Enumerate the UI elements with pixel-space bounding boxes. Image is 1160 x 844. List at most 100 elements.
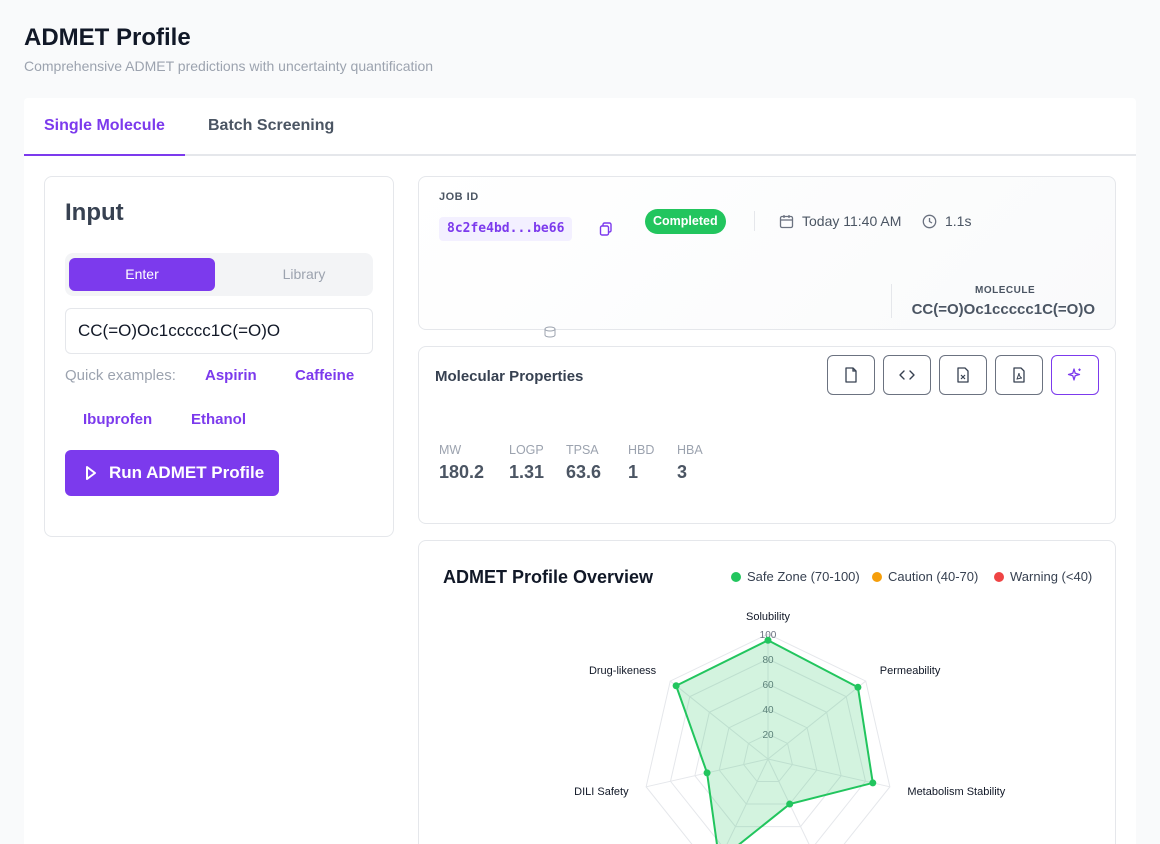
property-hbd: HBD 1 — [628, 443, 654, 483]
tab-bar: Single Molecule Batch Screening — [24, 98, 1136, 156]
run-admet-label: Run ADMET Profile — [109, 463, 265, 482]
legend-caution: Caution (40-70) — [872, 569, 978, 584]
property-label: HBA — [677, 443, 703, 457]
radar-tick-label: 80 — [762, 655, 774, 666]
legend-swatch — [872, 571, 882, 582]
job-id-label: JOB ID — [439, 191, 479, 203]
property-tpsa: TPSA 63.6 — [566, 443, 601, 483]
page-title: ADMET Profile — [24, 24, 191, 51]
legend-safe: Safe Zone (70-100) — [731, 569, 860, 584]
radar-tick-label: 40 — [762, 705, 774, 716]
admet-overview-card: ADMET Profile Overview Safe Zone (70-100… — [418, 540, 1116, 844]
radar-point — [854, 683, 862, 691]
properties-title: Molecular Properties — [435, 368, 584, 385]
property-mw: MW 180.2 — [439, 443, 484, 483]
example-ethanol-link[interactable]: Ethanol — [191, 411, 246, 428]
radar-chart: 20 40 60 80 100 Solubility Permeability Metabol… — [574, 611, 1006, 844]
radar-spoke — [669, 680, 769, 760]
radar-grid-ring — [669, 658, 867, 844]
legend-swatch — [994, 571, 1004, 582]
molecule-label: MOLECULE — [975, 285, 1036, 296]
tab-single-molecule[interactable]: Single Molecule — [24, 98, 185, 156]
example-ibuprofen-link[interactable]: Ibuprofen — [83, 411, 153, 428]
radar-axis-label: DILI Safety — [574, 786, 629, 798]
radar-spoke — [767, 758, 810, 844]
radar-point — [786, 800, 794, 808]
example-aspirin-link[interactable]: Aspirin — [205, 367, 257, 384]
radar-axis-label: Solubility — [746, 611, 791, 623]
radar-point — [869, 779, 877, 787]
radar-tick-label: 100 — [760, 630, 777, 641]
copy-icon[interactable] — [599, 222, 613, 236]
radar-point — [672, 682, 680, 690]
input-mode-toggle: Enter Library — [65, 253, 373, 296]
property-value: 3 — [677, 462, 688, 482]
legend-swatch — [731, 571, 741, 582]
job-date-text: Today 11:40 AM — [802, 213, 902, 229]
job-duration: 1.1s — [922, 213, 971, 229]
property-value: 1.31 — [509, 462, 545, 482]
pdf-icon — [1013, 367, 1025, 383]
radar-grid-ring — [718, 708, 818, 805]
property-value: 1 — [628, 462, 639, 482]
file-icon — [845, 367, 857, 383]
property-logp: LOGP 1.31 — [509, 443, 544, 483]
radar-spoke — [726, 758, 769, 844]
radar-grid-ring — [694, 683, 842, 828]
export-code-button[interactable] — [883, 355, 931, 395]
molecule-value: CC(=O)Oc1ccccc1C(=O)O — [911, 301, 1095, 318]
radar-spoke — [767, 680, 867, 760]
legend-label: Caution (40-70) — [888, 569, 979, 584]
clock-icon — [922, 214, 937, 228]
smiles-input[interactable] — [65, 308, 373, 354]
radar-point — [703, 769, 711, 777]
input-panel: Input Enter Library Quick examples: Aspi… — [44, 176, 394, 537]
ai-insights-button[interactable] — [1051, 355, 1099, 395]
property-label: HBD — [628, 443, 655, 457]
radar-tick-label: 60 — [762, 680, 774, 691]
job-summary-card: JOB ID 8c2fe4bd...be66 Completed Today 1… — [418, 176, 1116, 330]
database-icon — [544, 326, 556, 338]
example-caffeine-link[interactable]: Caffeine — [295, 367, 355, 384]
code-icon — [899, 370, 915, 380]
excel-icon — [957, 367, 969, 383]
mode-enter-button[interactable]: Enter — [69, 258, 215, 291]
legend-label: Warning (<40) — [1010, 569, 1093, 584]
job-id-value: 8c2fe4bd...be66 — [439, 217, 573, 241]
legend-warning: Warning (<40) — [994, 569, 1092, 584]
mode-library-button[interactable]: Library — [282, 266, 326, 282]
status-badge: Completed — [645, 209, 726, 234]
radar-axis-label: Metabolism Stability — [907, 786, 1005, 798]
property-value: 63.6 — [566, 462, 602, 482]
input-title: Input — [65, 199, 124, 226]
run-admet-button[interactable]: Run ADMET Profile — [65, 450, 279, 496]
export-file-button[interactable] — [827, 355, 875, 395]
radar-axis-label: Drug-likeness — [589, 665, 657, 677]
job-date: Today 11:40 AM — [779, 213, 901, 229]
page-subtitle: Comprehensive ADMET predictions with unc… — [24, 58, 434, 74]
molecular-properties-card: Molecular Properties MW 180.2 LOGP 1.31 … — [418, 346, 1116, 524]
radar-grid-ring — [743, 733, 793, 783]
radar-series-area — [674, 639, 874, 844]
radar-point — [764, 636, 772, 644]
overview-title: ADMET Profile Overview — [443, 567, 654, 587]
tab-batch-screening[interactable]: Batch Screening — [208, 117, 335, 134]
legend-label: Safe Zone (70-100) — [747, 569, 860, 584]
export-excel-button[interactable] — [939, 355, 987, 395]
property-label: MW — [439, 443, 462, 457]
radar-grid-ring — [645, 633, 891, 844]
radar-tick-label: 20 — [762, 730, 774, 741]
sparkle-icon — [1067, 368, 1081, 381]
property-label: TPSA — [566, 443, 599, 457]
divider — [754, 211, 755, 231]
property-label: LOGP — [509, 443, 544, 457]
quick-examples-label: Quick examples: — [65, 367, 176, 384]
property-hba: HBA 3 — [677, 443, 703, 483]
export-pdf-button[interactable] — [995, 355, 1043, 395]
radar-axis-label: Permeability — [880, 665, 941, 677]
divider — [891, 284, 892, 318]
property-value: 180.2 — [439, 462, 485, 482]
job-duration-text: 1.1s — [945, 213, 972, 229]
calendar-icon — [779, 214, 794, 228]
play-icon — [86, 466, 96, 480]
